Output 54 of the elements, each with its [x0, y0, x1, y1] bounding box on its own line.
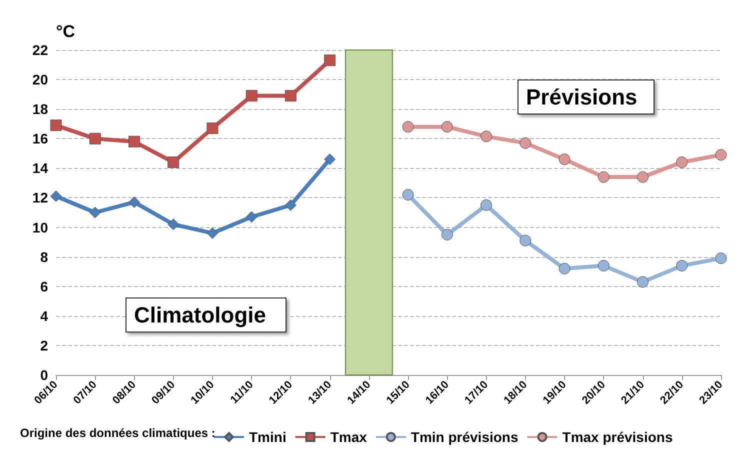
point: [246, 211, 258, 223]
point: [168, 218, 180, 230]
point: [402, 121, 414, 133]
text: Origine des données climatiques :: [20, 426, 216, 440]
point: [480, 130, 492, 142]
point: [89, 132, 101, 144]
y-tick-label: 8: [40, 248, 48, 265]
point: [480, 199, 492, 211]
point: [441, 228, 453, 240]
y-tick-label: 16: [32, 130, 48, 147]
point: [246, 90, 258, 102]
point: [89, 206, 101, 218]
y-tick-label: 2: [40, 337, 48, 354]
y-tick-label: 22: [32, 42, 48, 58]
y-tick-label: 18: [32, 101, 48, 118]
y-tick-label: 20: [32, 72, 48, 88]
point: [128, 196, 140, 208]
annotation: Prévisions: [526, 84, 638, 110]
point: [715, 149, 727, 161]
y-tick-label: 12: [32, 190, 48, 206]
point: [206, 122, 218, 134]
point: [598, 171, 610, 183]
point: [676, 260, 688, 272]
point: [324, 154, 336, 166]
legend-label: Tmax prévisions: [562, 429, 673, 445]
point: [284, 199, 296, 211]
point: [441, 121, 453, 133]
annotation: Climatologie: [134, 302, 266, 328]
point: [520, 137, 532, 149]
point: [520, 234, 532, 246]
point: [598, 260, 610, 272]
point: [50, 120, 62, 132]
point: [637, 276, 649, 288]
legend-label: Tmax: [330, 429, 368, 445]
point: [558, 154, 570, 166]
y-tick-label: 4: [40, 308, 48, 324]
y-tick-label: 6: [40, 278, 48, 294]
point: [206, 227, 218, 239]
point: [50, 190, 62, 202]
point: [284, 90, 296, 102]
point: [715, 252, 727, 264]
point: [676, 156, 688, 168]
point: [324, 54, 336, 66]
point: [128, 136, 140, 148]
point: [637, 171, 649, 183]
legend-label: Tmin prévisions: [410, 429, 518, 445]
legend-label: Tmini: [249, 429, 286, 445]
point: [402, 189, 414, 201]
y-tick-label: 0: [40, 367, 48, 383]
point: [558, 262, 570, 274]
y-tick-label: 10: [32, 219, 48, 236]
y-tick-label: 14: [32, 160, 48, 176]
point: [168, 156, 180, 168]
y-axis-title: °C: [56, 22, 76, 41]
